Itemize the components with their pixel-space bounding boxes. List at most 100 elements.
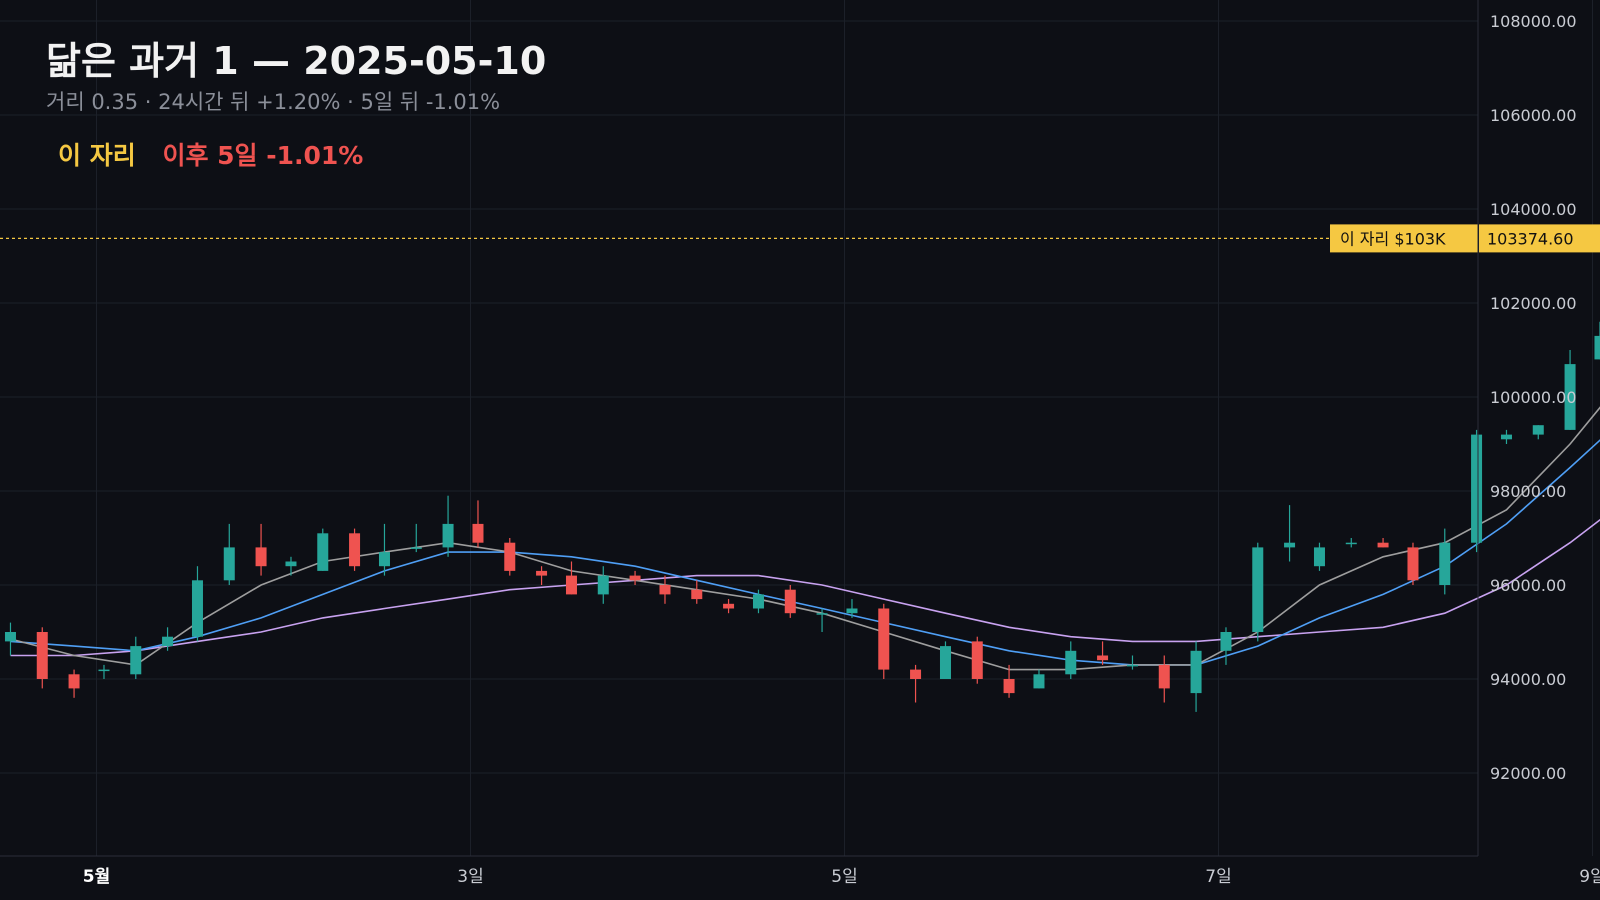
candle-body: [1500, 434, 1512, 440]
price-tick-label: 100000.00: [1490, 388, 1577, 407]
candle-body: [68, 674, 80, 689]
candle-up: [162, 627, 174, 651]
candle-up: [1345, 538, 1357, 548]
candle-body: [723, 603, 735, 609]
candle-up: [597, 566, 609, 604]
candle-down: [659, 575, 671, 604]
candle-down: [1003, 664, 1015, 698]
candle-body: [191, 580, 203, 637]
candle-up: [1500, 429, 1512, 444]
candle-body: [1220, 632, 1232, 651]
candle-down: [1377, 538, 1389, 548]
time-tick-label: 9일: [1579, 867, 1600, 887]
time-axis[interactable]: 5월3일5일7일9일11일13일15일: [83, 867, 1600, 887]
candle-body: [1532, 425, 1544, 435]
candle-body: [410, 547, 422, 549]
candle-body: [162, 636, 174, 647]
candle-up: [191, 566, 203, 642]
candle-down: [472, 500, 484, 548]
candle-down: [536, 566, 548, 585]
candle-up: [4, 622, 16, 656]
time-tick-label: 7일: [1205, 867, 1231, 887]
candle-down: [68, 669, 80, 698]
candle-up: [442, 495, 454, 557]
candle-body: [1471, 434, 1483, 543]
price-tag-box: [1330, 224, 1478, 253]
candle-body: [597, 575, 609, 595]
candle-up: [846, 599, 858, 618]
candle-up: [1439, 528, 1451, 595]
candle-body: [36, 632, 48, 679]
candle-down: [1158, 655, 1170, 703]
candle-up: [939, 641, 951, 679]
chart-title: 닮은 과거 1 — 2025-05-10: [46, 39, 547, 83]
candle-body: [4, 632, 16, 642]
candle-up: [1471, 429, 1483, 553]
candle-up: [1033, 669, 1045, 689]
candle-down: [723, 599, 735, 614]
price-tick-label: 108000.00: [1490, 12, 1577, 31]
candle-up: [223, 523, 235, 585]
candle-body: [130, 646, 142, 675]
candle-up: [317, 528, 329, 571]
candle-body: [1345, 542, 1357, 545]
candle-up: [1284, 505, 1296, 562]
candle-body: [1190, 650, 1202, 694]
price-tag-text: 이 자리 $103K: [1340, 229, 1446, 248]
candle-body: [1407, 547, 1419, 581]
candle-up: [1220, 627, 1232, 665]
candle-body: [285, 561, 297, 567]
candle-up: [378, 523, 390, 576]
candle-body: [1158, 664, 1170, 689]
candle-up: [410, 523, 422, 553]
candle-body: [1065, 650, 1077, 675]
candle-body: [1033, 674, 1045, 689]
candle-up: [752, 589, 764, 614]
position-tag-label: 이 자리: [58, 141, 136, 170]
candle-down: [1097, 641, 1109, 665]
result-tag-value: 이후 5일 -1.01%: [162, 141, 364, 170]
candle-up: [1313, 542, 1325, 571]
grid-lines: [0, 0, 1593, 856]
candle-body: [939, 646, 951, 679]
candle-body: [784, 589, 796, 614]
chart-subtitle: 거리 0.35 · 24시간 뒤 +1.20% · 5일 뒤 -1.01%: [46, 90, 501, 114]
candle-down: [629, 570, 641, 585]
candle-up: [816, 608, 828, 632]
candle-down: [504, 538, 516, 576]
candle-up: [1126, 655, 1138, 670]
candle-body: [1594, 335, 1600, 360]
candle-body: [1439, 542, 1451, 585]
candle-body: [971, 641, 983, 679]
candle-body: [472, 523, 484, 543]
candle-up: [1252, 542, 1264, 642]
candle-body: [98, 669, 110, 672]
candle-up: [285, 556, 297, 576]
candle-body: [1003, 679, 1015, 694]
candle-down: [910, 664, 922, 703]
candle-body: [816, 613, 828, 615]
candle-body: [1377, 542, 1389, 548]
candle-body: [878, 608, 890, 670]
candle-up: [130, 636, 142, 679]
price-tick-label: 94000.00: [1490, 670, 1566, 689]
price-tick-label: 104000.00: [1490, 200, 1577, 219]
candle-up: [98, 664, 110, 679]
current-price-line: 이 자리 $103K 103374.60: [0, 224, 1600, 253]
candle-body: [1252, 547, 1264, 632]
candle-up: [1532, 425, 1544, 440]
candle-body: [223, 547, 235, 581]
candle-body: [1284, 542, 1296, 548]
candle-body: [910, 669, 922, 679]
candle-down: [971, 636, 983, 684]
price-axis[interactable]: 92000.00 94000.00 96000.00 98000.00 100000.0…: [1490, 12, 1577, 783]
time-tick-label: 3일: [457, 867, 483, 887]
result-tag: 이 자리 이후 5일 -1.01%: [58, 136, 363, 172]
candle-down: [36, 627, 48, 689]
time-tick-label: 5월: [83, 867, 110, 887]
price-tick-label: 98000.00: [1490, 482, 1566, 501]
candle-down: [878, 603, 890, 679]
price-axis-label-box: [1479, 224, 1600, 253]
